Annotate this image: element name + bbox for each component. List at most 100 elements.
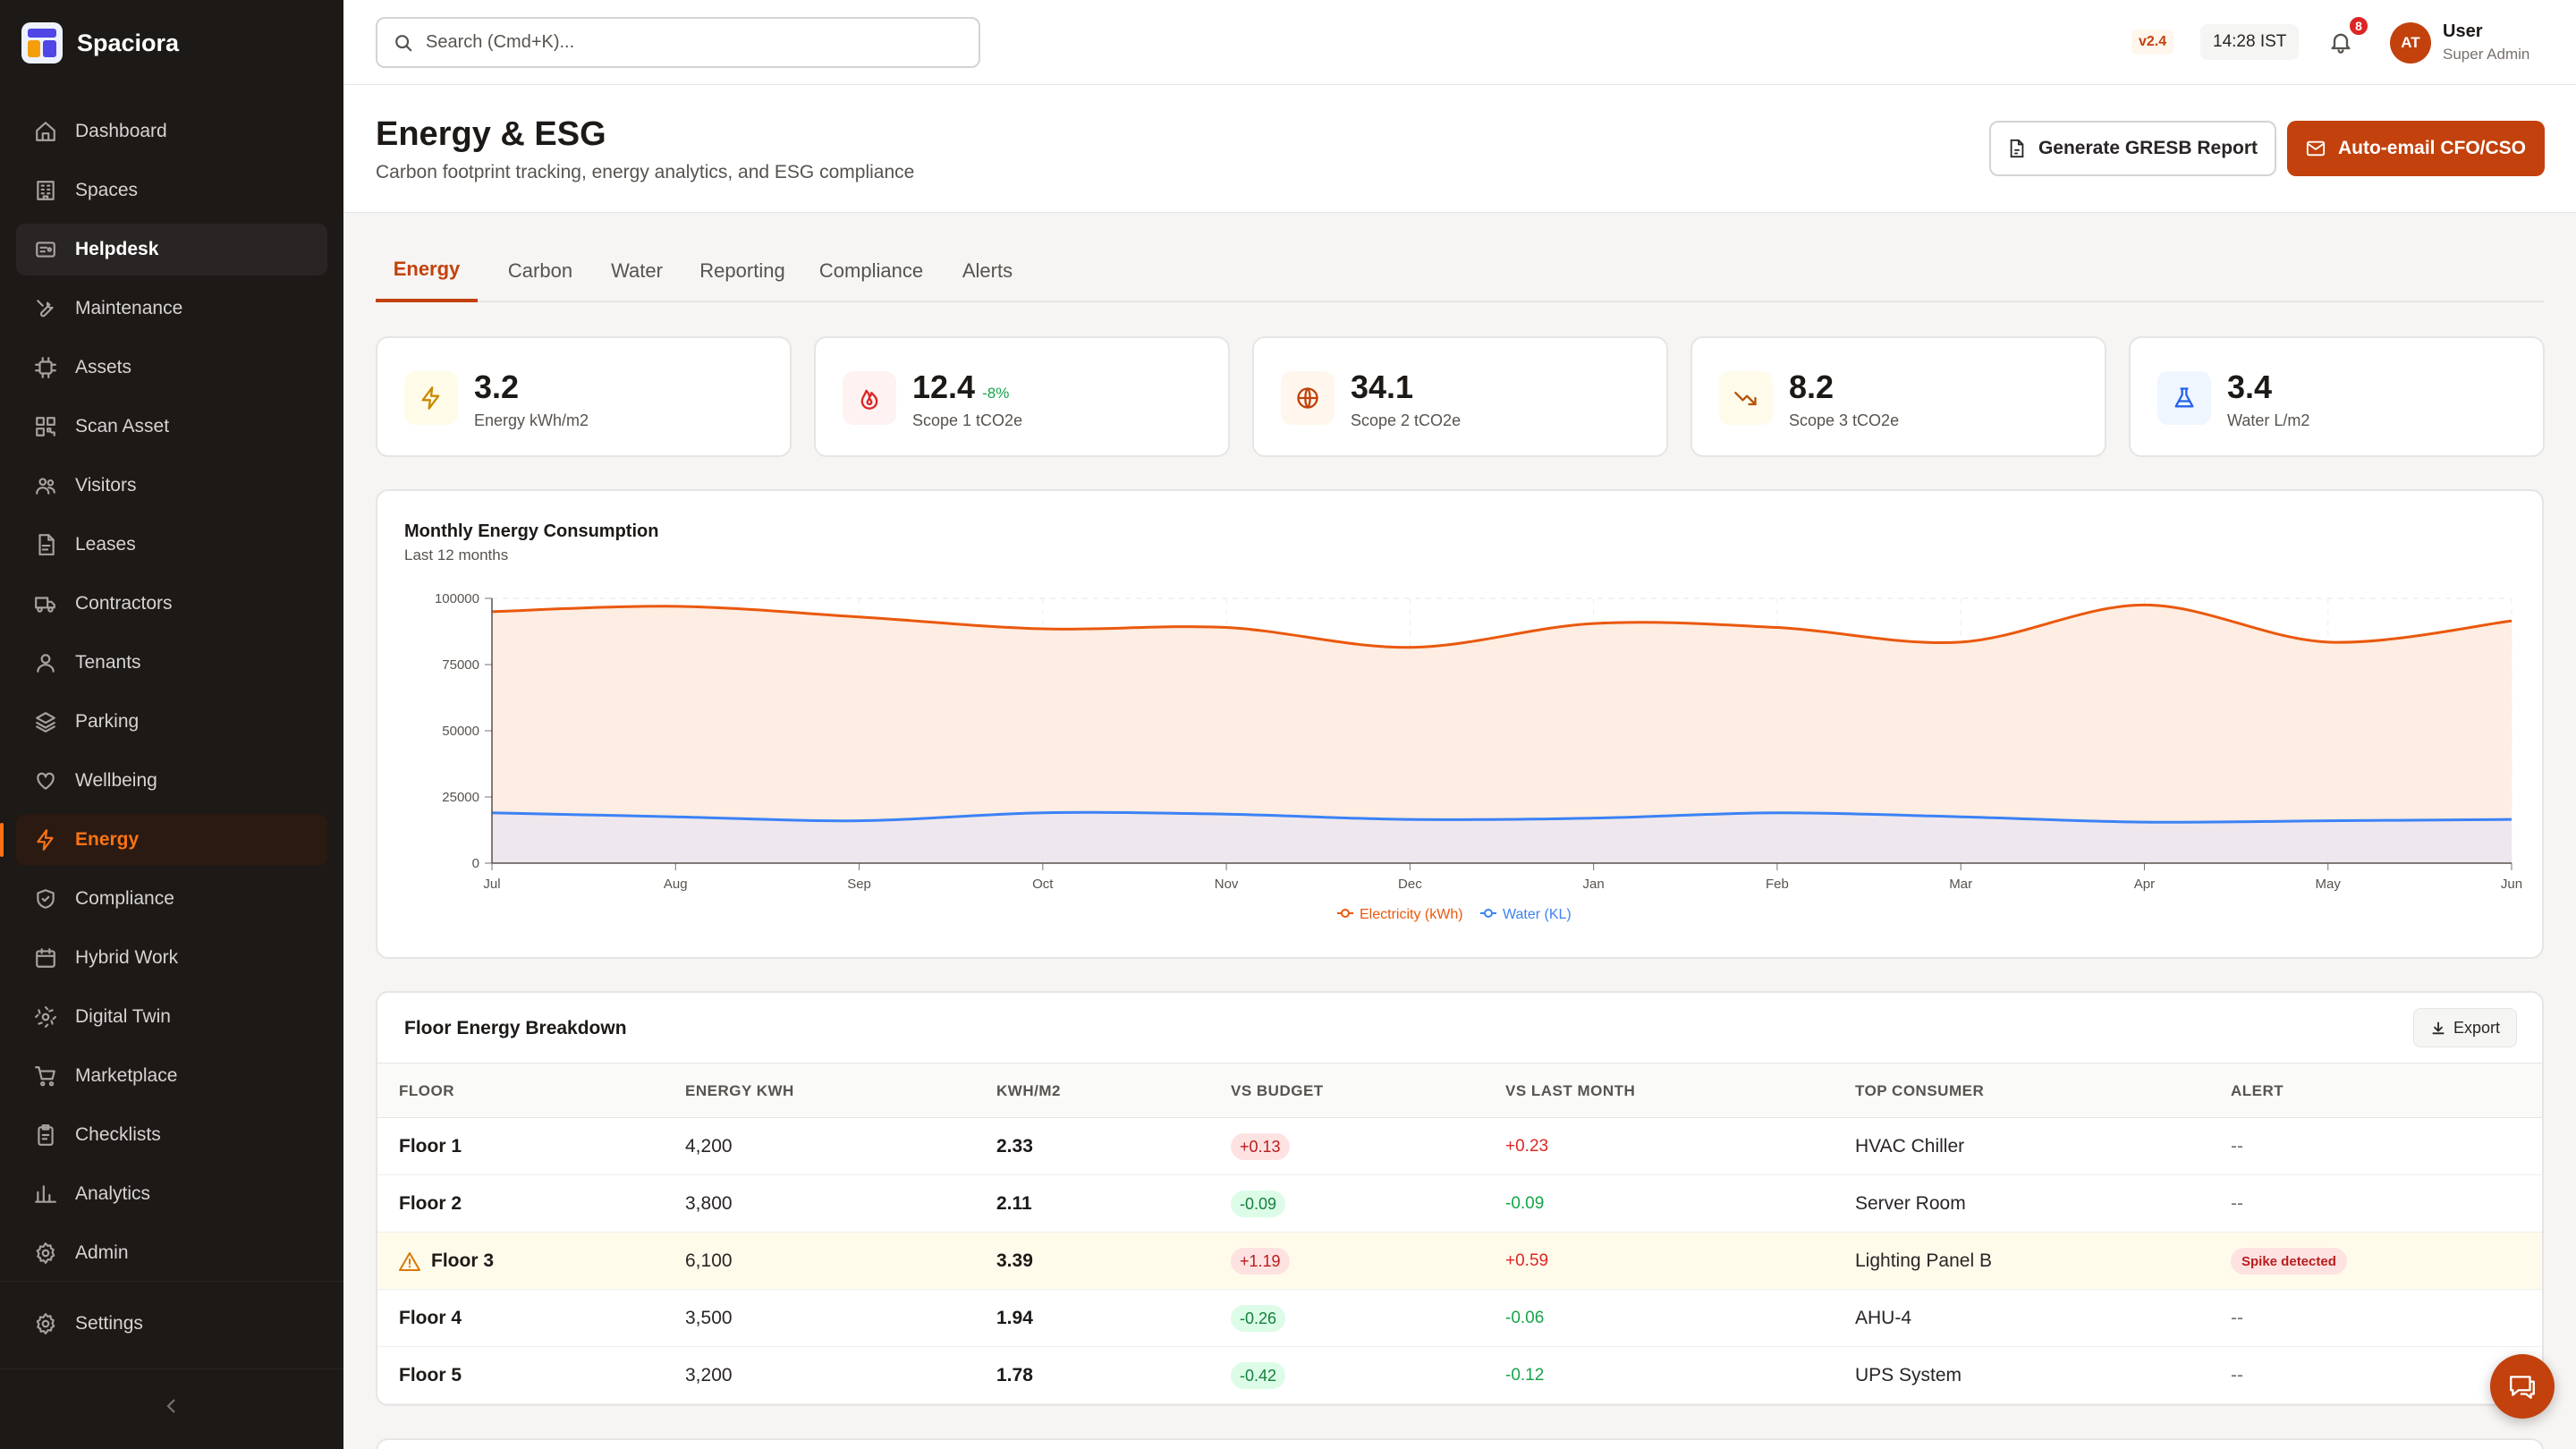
chat-button[interactable] [2490, 1354, 2555, 1419]
avatar[interactable]: AT [2390, 22, 2431, 64]
search-box[interactable] [376, 17, 980, 68]
bar-chart-icon [35, 1185, 56, 1203]
sidebar-item-scan-asset[interactable]: Scan Asset [16, 401, 327, 453]
y-tick-label: 100000 [435, 591, 479, 606]
sidebar-item-parking[interactable]: Parking [16, 696, 327, 748]
tab-reporting[interactable]: Reporting [699, 259, 785, 282]
file-icon [38, 534, 55, 555]
sidebar-item-leases[interactable]: Leases [16, 519, 327, 571]
column-header[interactable]: KWH/M2 [996, 1082, 1061, 1099]
floor-cell: Floor 1 [399, 1118, 462, 1175]
sidebar-item-analytics[interactable]: Analytics [16, 1168, 327, 1220]
sidebar-item-marketplace[interactable]: Marketplace [16, 1050, 327, 1102]
kpi-value-row: 3.4 [2227, 369, 2272, 406]
tab-energy[interactable]: Energy [376, 240, 478, 302]
sidebar-item-hybrid-work[interactable]: Hybrid Work [16, 932, 327, 984]
sidebar-item-label: Helpdesk [75, 239, 159, 259]
kpi-card[interactable]: 3.4 Water L/m2 [2129, 336, 2545, 457]
collapse-sidebar-button[interactable] [159, 1394, 184, 1419]
wrench-icon [37, 300, 54, 318]
sidebar-item-admin[interactable]: Admin [16, 1227, 327, 1279]
table-row[interactable]: Floor 2 3,800 2.11 -0.09 -0.09 Server Room -- [377, 1175, 2542, 1233]
alert-cell: Spike detected [2231, 1233, 2347, 1290]
top-consumer-cell: HVAC Chiller [1855, 1136, 1965, 1157]
kpi-icon-wrap [2157, 371, 2211, 425]
x-tick-label: Jun [2501, 877, 2522, 892]
kpi-card[interactable]: 8.2 Scope 3 tCO2e [1690, 336, 2106, 457]
settings-gear-icon [32, 1310, 59, 1337]
export-button[interactable]: Export [2413, 1008, 2517, 1047]
sidebar-item-assets[interactable]: Assets [16, 342, 327, 394]
kpi-label: Scope 1 tCO2e [912, 411, 1023, 429]
vs-budget-badge: -0.42 [1231, 1362, 1286, 1389]
column-header[interactable]: ALERT [2231, 1082, 2284, 1099]
kpi-value-row: 34.1 [1351, 369, 1413, 406]
brand[interactable]: Spaciora [21, 21, 179, 64]
table-row[interactable]: Floor 3 6,100 3.39 +1.19 +0.59 Lighting Panel… [377, 1233, 2542, 1290]
series-area-electricity [492, 605, 2512, 863]
y-tick-label: 50000 [442, 724, 479, 739]
vs-budget-badge: -0.09 [1231, 1191, 1286, 1217]
layers-icon [36, 712, 55, 733]
home-icon [36, 122, 55, 141]
sidebar-item-visitors[interactable]: Visitors [16, 460, 327, 512]
sidebar-item-label: Tenants [75, 652, 141, 673]
tab-carbon[interactable]: Carbon [507, 259, 573, 282]
cart-icon [32, 1063, 59, 1089]
tab-alerts[interactable]: Alerts [962, 259, 1013, 282]
energy-kwh-cell: 3,500 [685, 1308, 733, 1328]
sidebar-item-maintenance[interactable]: Maintenance [16, 283, 327, 335]
notification-count-badge: 8 [2348, 15, 2369, 37]
tab-compliance[interactable]: Compliance [818, 259, 924, 282]
kpi-delta: -8% [982, 385, 1010, 402]
alert-badge[interactable]: Spike detected [2231, 1248, 2347, 1275]
time-display: 14:28 IST [2200, 24, 2300, 60]
generate-gresb-report-button[interactable]: Generate GRESB Report [1989, 121, 2276, 176]
document-icon [2010, 139, 2024, 158]
sidebar-item-settings[interactable]: Settings [16, 1298, 327, 1350]
sidebar-item-checklists[interactable]: Checklists [16, 1109, 327, 1161]
column-header[interactable]: FLOOR [399, 1082, 454, 1099]
x-tick-label: Nov [1215, 877, 1239, 892]
kpi-label: Water L/m2 [2227, 411, 2310, 429]
sidebar-item-contractors[interactable]: Contractors [16, 578, 327, 630]
kpi-icon-wrap [1281, 371, 1335, 425]
table-header: FLOOR ENERGY KWH KWH/M2 VS BUDGET VS LAST MO… [377, 1063, 2542, 1118]
y-tick-label: 75000 [442, 657, 479, 673]
user-name[interactable]: User [2443, 21, 2483, 41]
chat-icon [2510, 1376, 2535, 1399]
sidebar-item-label: Compliance [75, 888, 174, 909]
sidebar-item-compliance[interactable]: Compliance [16, 873, 327, 925]
sidebar-item-energy[interactable]: Energy [0, 814, 327, 866]
notifications-button[interactable] [2326, 27, 2356, 57]
kpi-card[interactable]: 12.4 -8% Scope 1 tCO2e [814, 336, 1230, 457]
trend-down-icon [1734, 392, 1757, 406]
search-input[interactable] [426, 32, 945, 53]
column-header[interactable]: ENERGY KWH [685, 1082, 794, 1099]
energy-chart: 0 25000 50000 75000 100000 Jul Aug Sep Oct Nov Dec… [435, 591, 2522, 922]
legend-marker [1484, 909, 1493, 918]
kpi-card[interactable]: 3.2 Energy kWh/m2 [376, 336, 792, 457]
truck-icon [32, 590, 59, 617]
sidebar-item-dashboard[interactable]: Dashboard [16, 106, 327, 157]
sidebar-item-wellbeing[interactable]: Wellbeing [16, 755, 327, 807]
sidebar-item-digital-twin[interactable]: Digital Twin [16, 991, 327, 1043]
column-header[interactable]: TOP CONSUMER [1855, 1082, 1985, 1099]
kpi-value: 3.2 [474, 369, 520, 405]
table-row[interactable]: Floor 1 4,200 2.33 +0.13 +0.23 HVAC Chiller -- [377, 1118, 2542, 1175]
table-row[interactable]: Floor 4 3,500 1.94 -0.26 -0.06 AHU-4 -- [377, 1290, 2542, 1347]
series-area-water [492, 812, 2512, 863]
sidebar-item-tenants[interactable]: Tenants [16, 637, 327, 689]
tab-water[interactable]: Water [611, 259, 663, 282]
cart-icon [35, 1066, 55, 1087]
ticket-icon [36, 242, 55, 258]
table-row[interactable]: Floor 5 3,200 1.78 -0.42 -0.12 UPS System -- [377, 1347, 2542, 1404]
column-header[interactable]: VS LAST MONTH [1505, 1082, 1636, 1099]
sidebar-item-spaces[interactable]: Spaces [16, 165, 327, 216]
vs-budget-cell: +0.13 [1231, 1118, 1290, 1175]
auto-email-button[interactable]: Auto-email CFO/CSO [2287, 121, 2545, 176]
kpi-card[interactable]: 34.1 Scope 2 tCO2e [1252, 336, 1668, 457]
sidebar-item-helpdesk[interactable]: Helpdesk [16, 224, 327, 275]
kpi-label: Scope 3 tCO2e [1789, 411, 1900, 429]
column-header[interactable]: VS BUDGET [1231, 1082, 1324, 1099]
